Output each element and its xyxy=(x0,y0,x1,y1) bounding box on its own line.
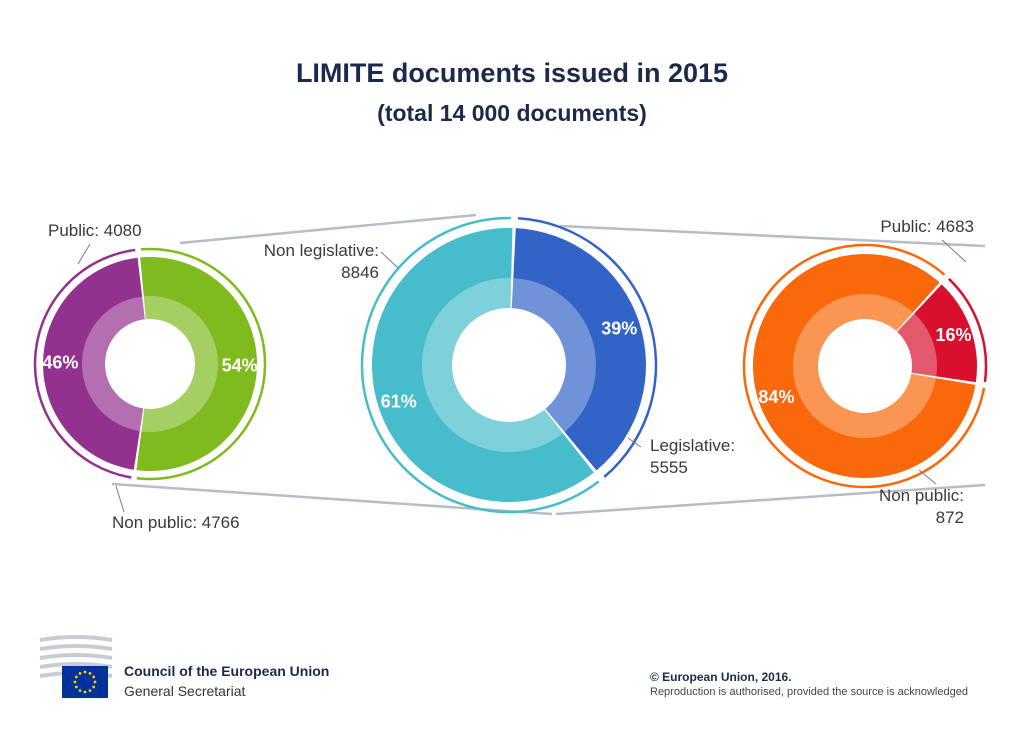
donut-slice-band xyxy=(421,278,563,452)
slice-label: Legislative: 5555 xyxy=(650,436,735,477)
eu-star xyxy=(93,680,97,684)
percent-label: 84% xyxy=(758,387,794,407)
donut-outer-ring xyxy=(136,247,267,481)
footer-copyright: © European Union, 2016. xyxy=(650,670,792,684)
slice-label: Public: 4683 xyxy=(880,217,974,236)
slice-label: Public: 4080 xyxy=(48,221,142,240)
donut-slice xyxy=(371,227,594,502)
chart-subtitle: (total 14 000 documents) xyxy=(377,100,647,126)
eu-star xyxy=(83,670,87,674)
leader-line xyxy=(77,243,91,265)
percent-label: 16% xyxy=(936,325,972,345)
eu-star xyxy=(88,689,92,693)
donut-slice-band xyxy=(82,296,145,432)
council-logo xyxy=(39,635,113,698)
donut-chart-1: 46% 54% xyxy=(33,247,267,481)
percent-label: 54% xyxy=(222,356,258,376)
eu-star xyxy=(73,680,77,684)
connector-line xyxy=(179,213,477,245)
eu-star xyxy=(88,671,92,675)
logo-arc xyxy=(39,635,113,642)
donut-slice xyxy=(136,257,258,471)
slice-labels: Public: 4080 Non public: 4766 Non legislat… xyxy=(48,217,974,532)
eu-star xyxy=(78,671,82,675)
percent-label: 61% xyxy=(381,392,417,412)
connector-line xyxy=(555,483,986,516)
leader-line xyxy=(115,485,125,513)
footer-organisation: Council of the European Union xyxy=(124,663,330,679)
donut-outer-ring xyxy=(33,248,136,479)
donut-outer-ring xyxy=(742,243,986,489)
leader-line xyxy=(941,239,967,263)
donut-slice-band xyxy=(141,296,219,432)
chart-title: LIMITE documents issued in 2015 xyxy=(295,58,729,88)
donut-chart-2: 61% 39% xyxy=(360,216,658,514)
eu-star xyxy=(74,675,78,679)
logo-arc xyxy=(39,653,113,660)
leader-line xyxy=(627,437,642,448)
footer-reproduction: Reproduction is authorised, provided the… xyxy=(650,686,968,698)
donut-outer-ring xyxy=(948,277,988,383)
leader-line xyxy=(918,469,937,485)
eu-star xyxy=(92,685,96,689)
eu-star xyxy=(83,690,87,694)
donut-outer-ring xyxy=(517,217,658,478)
connector-line xyxy=(559,224,986,248)
donut-slice xyxy=(753,254,976,479)
donut-slice-band xyxy=(793,294,936,439)
slice-label: Non legislative: 8846 xyxy=(264,241,379,282)
eu-stars-icon xyxy=(73,670,97,694)
slice-label: Non public: 4766 xyxy=(112,513,240,532)
footer-department: General Secretariat xyxy=(124,683,246,699)
donut-chart-3: 84% 16% xyxy=(742,243,988,489)
slice-label: Non public: 872 xyxy=(879,486,964,527)
leader-line xyxy=(380,251,399,269)
donut-slice xyxy=(897,284,977,383)
percent-label: 39% xyxy=(601,318,637,338)
donut-slice-band xyxy=(511,278,597,432)
donuts-group: 46% 54% 61% 39% 84% 16% xyxy=(33,216,988,514)
eu-star xyxy=(92,675,96,679)
eu-star xyxy=(78,689,82,693)
percent-label: 46% xyxy=(42,352,78,372)
donut-slice xyxy=(511,228,646,471)
donut-outer-ring xyxy=(360,216,600,514)
logo-arc xyxy=(39,644,113,651)
donut-slice-band xyxy=(897,313,937,377)
donut-slice xyxy=(42,257,145,470)
eu-star xyxy=(74,685,78,689)
